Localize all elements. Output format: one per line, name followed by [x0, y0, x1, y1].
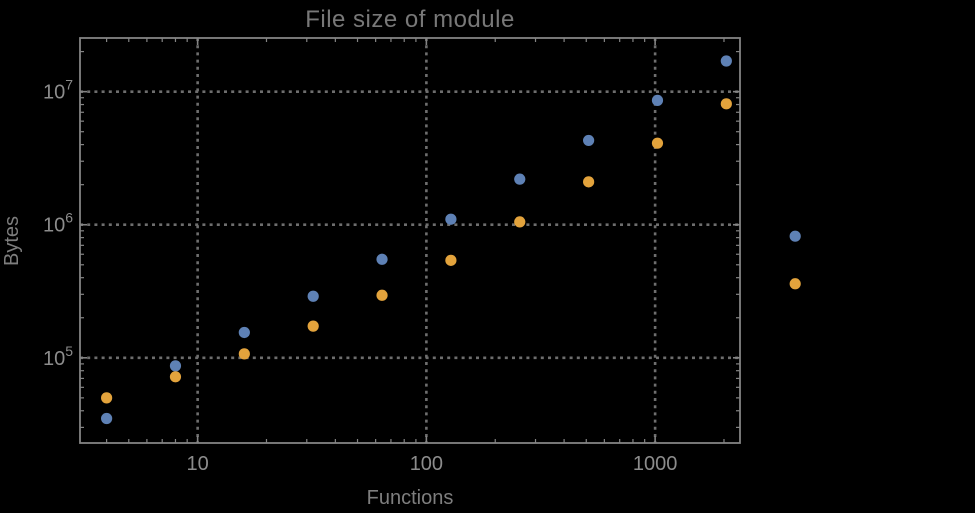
data-point-series-1-blue [720, 55, 732, 67]
data-point-series-2-orange [307, 320, 319, 332]
data-point-series-1-blue [238, 326, 250, 339]
data-point-series-1-blue [376, 253, 388, 265]
data-point-series-2-orange [101, 392, 113, 404]
y-axis-label: Bytes [1, 215, 23, 267]
data-point-series-2-orange [514, 216, 526, 228]
y-tick-label: 106 [43, 210, 73, 237]
data-point-series-1-blue [445, 213, 457, 225]
data-point-series-1-blue [583, 134, 595, 147]
data-point-series-1-blue [101, 412, 113, 425]
data-point-series-1-blue [651, 94, 664, 106]
y-tick-label: 105 [43, 343, 73, 370]
data-point-series-1-blue [307, 290, 319, 302]
data-point-series-2-orange [651, 137, 664, 149]
data-point-series-2-orange [376, 289, 388, 301]
data-point-series-1-blue [514, 173, 526, 185]
x-axis-label: Functions [366, 487, 454, 509]
chart-title: File size of module [305, 6, 515, 33]
data-point-series-1-blue [169, 360, 182, 372]
x-tick-label: 1000 [633, 453, 678, 475]
x-tick-label: 100 [410, 453, 443, 475]
data-point-series-1-blue [789, 230, 801, 242]
data-point-series-2-orange [720, 98, 732, 110]
data-point-series-2-orange [238, 348, 250, 360]
data-point-series-2-orange [583, 176, 595, 188]
data-point-series-2-orange [445, 254, 457, 266]
x-tick-label: 10 [187, 453, 209, 475]
y-tick-label: 107 [43, 77, 73, 104]
data-point-series-2-orange [789, 278, 801, 290]
plot-frame [79, 37, 741, 444]
data-point-series-2-orange [169, 371, 182, 383]
